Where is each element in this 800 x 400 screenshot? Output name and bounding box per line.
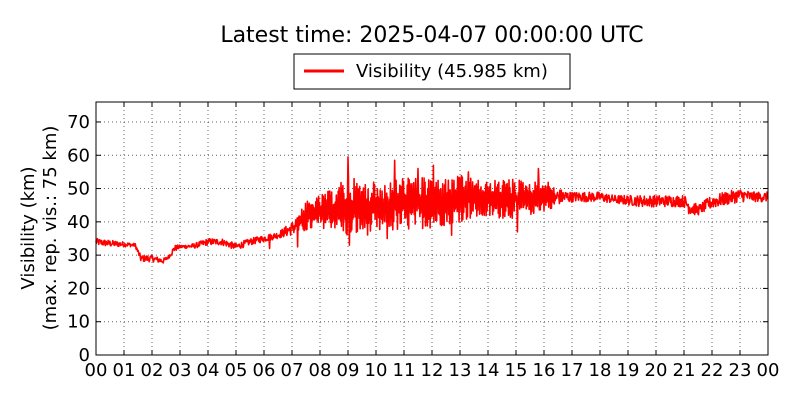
x-tick-label: 06 <box>253 360 276 381</box>
x-tick-label: 00 <box>757 360 780 381</box>
x-tick-label: 12 <box>421 360 444 381</box>
x-tick-label: 04 <box>197 360 220 381</box>
x-tick-label: 07 <box>281 360 304 381</box>
x-tick-label: 10 <box>365 360 388 381</box>
y-tick-label: 30 <box>67 245 90 266</box>
x-tick-label: 01 <box>113 360 136 381</box>
x-tick-label: 22 <box>701 360 724 381</box>
y-tick-label: 70 <box>67 112 90 133</box>
x-tick-label: 11 <box>393 360 416 381</box>
series-line-visibility <box>95 156 769 264</box>
y-tick-label: 50 <box>67 179 90 200</box>
x-tick-label: 00 <box>85 360 108 381</box>
y-axis-label: Visibility (km) (max. rep. vis.: 75 km) <box>18 126 61 331</box>
x-tick-label: 20 <box>645 360 668 381</box>
x-tick-label: 02 <box>141 360 164 381</box>
legend-entry: Visibility (45.985 km) <box>356 61 548 82</box>
x-tick-label: 09 <box>337 360 360 381</box>
x-tick-label: 16 <box>533 360 556 381</box>
y-tick-label: 0 <box>79 345 90 366</box>
y-axis-label-line1: Visibility (km) <box>18 166 39 289</box>
x-tick-label: 05 <box>225 360 248 381</box>
plot-area <box>95 156 769 264</box>
chart-title: Latest time: 2025-04-07 00:00:00 UTC <box>220 23 643 48</box>
x-tick-label: 23 <box>729 360 752 381</box>
x-tick-label: 17 <box>561 360 584 381</box>
x-tick-label: 14 <box>477 360 500 381</box>
grid <box>96 102 768 355</box>
x-tick-label: 03 <box>169 360 192 381</box>
x-tick-label: 18 <box>589 360 612 381</box>
x-tick-label: 13 <box>449 360 472 381</box>
y-axis-label-line2: (max. rep. vis.: 75 km) <box>40 126 61 331</box>
plot-frame <box>95 101 769 356</box>
y-tick-label: 20 <box>67 278 90 299</box>
x-tick-label: 19 <box>617 360 640 381</box>
x-tick-label: 08 <box>309 360 332 381</box>
y-tick-label: 60 <box>67 145 90 166</box>
legend: Visibility (45.985 km) <box>293 53 571 90</box>
x-tick-label: 15 <box>505 360 528 381</box>
x-tick-label: 21 <box>673 360 696 381</box>
y-tick-label: 40 <box>67 212 90 233</box>
axis-ticks: 00 01 02 03 04 05 06 07 08 09 10 11 12 13 14 15 16 17 18 19… <box>67 102 779 381</box>
y-tick-label: 10 <box>67 312 90 333</box>
